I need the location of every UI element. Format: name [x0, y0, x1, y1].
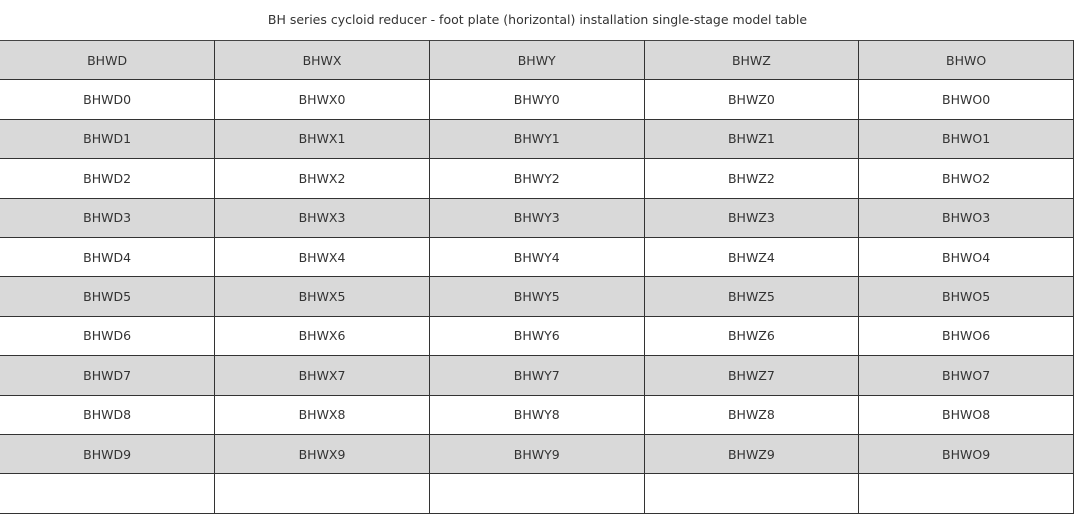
table-cell: BHWX4 — [214, 236, 430, 278]
table-cell: BHWY2 — [428, 158, 645, 199]
table-cell: BHWY1 — [428, 118, 645, 160]
column-header: BHWX — [214, 39, 430, 81]
table-row: BHWD2 BHWX2 BHWY2 BHWZ2 BHWO2 — [0, 158, 1074, 199]
table-row: BHWD8 BHWX8 BHWY8 BHWZ8 BHWO8 — [0, 394, 1074, 435]
table-cell — [214, 473, 430, 514]
table-cell: BHWO0 — [858, 79, 1074, 120]
column-header: BHWY — [428, 39, 645, 81]
table-title: BH series cycloid reducer - foot plate (… — [267, 12, 808, 27]
table-cell: BHWY3 — [428, 197, 645, 238]
table-cell: BHWZ3 — [643, 197, 860, 238]
table-cell: BHWX6 — [214, 315, 430, 357]
table-cell: BHWY4 — [428, 236, 645, 278]
table-cell: BHWD4 — [0, 236, 216, 278]
table-row: BHWD6 BHWX6 BHWY6 BHWZ6 BHWO6 — [0, 315, 1074, 357]
table-cell: BHWX7 — [214, 355, 430, 396]
table-cell: BHWD1 — [0, 118, 216, 160]
table-cell: BHWO1 — [858, 118, 1074, 160]
table-cell: BHWY9 — [428, 433, 645, 475]
table-cell: BHWZ6 — [643, 315, 860, 357]
table-cell: BHWO5 — [858, 276, 1074, 317]
table-cell: BHWX1 — [214, 118, 430, 160]
table-cell: BHWX2 — [214, 158, 430, 199]
table-cell: BHWY7 — [428, 355, 645, 396]
table-cell: BHWZ9 — [643, 433, 860, 475]
model-table-body: BHWD BHWX BHWY BHWZ BHWO BHWD0 BHWX0 BHWY0 BHWZ0… — [0, 39, 1074, 514]
model-table: BHWD BHWX BHWY BHWZ BHWO BHWD0 BHWX0 BHWY0 BHWZ0… — [0, 39, 1074, 514]
table-cell: BHWZ0 — [643, 79, 860, 120]
table-cell: BHWD5 — [0, 276, 216, 317]
table-cell: BHWZ1 — [643, 118, 860, 160]
table-cell: BHWX3 — [214, 197, 430, 238]
table-cell: BHWO3 — [858, 197, 1074, 238]
table-cell: BHWX9 — [214, 433, 430, 475]
table-row: BHWD9 BHWX9 BHWY9 BHWZ9 BHWO9 — [0, 433, 1074, 475]
table-row: BHWD0 BHWX0 BHWY0 BHWZ0 BHWO0 — [0, 79, 1074, 120]
table-cell: BHWY0 — [428, 79, 645, 120]
table-row: BHWD5 BHWX5 BHWY5 BHWZ5 BHWO5 — [0, 276, 1074, 317]
table-cell — [428, 473, 645, 514]
table-cell — [0, 473, 216, 514]
table-row: BHWD4 BHWX4 BHWY4 BHWZ4 BHWO4 — [0, 236, 1074, 278]
column-header: BHWD — [0, 39, 216, 81]
table-cell: BHWX5 — [214, 276, 430, 317]
table-cell: BHWO9 — [858, 433, 1074, 475]
table-cell — [643, 473, 860, 514]
header-row: BHWD BHWX BHWY BHWZ BHWO — [0, 39, 1074, 81]
table-cell: BHWD6 — [0, 315, 216, 357]
table-cell: BHWZ7 — [643, 355, 860, 396]
table-cell: BHWX0 — [214, 79, 430, 120]
table-cell: BHWO4 — [858, 236, 1074, 278]
table-cell: BHWY8 — [428, 394, 645, 435]
table-cell: BHWO8 — [858, 394, 1074, 435]
table-cell: BHWD2 — [0, 158, 216, 199]
table-cell: BHWY5 — [428, 276, 645, 317]
table-cell: BHWD0 — [0, 79, 216, 120]
table-cell: BHWO2 — [858, 158, 1074, 199]
table-cell: BHWO7 — [858, 355, 1074, 396]
table-cell: BHWY6 — [428, 315, 645, 357]
table-cell — [858, 473, 1074, 514]
table-cell: BHWD9 — [0, 433, 216, 475]
table-cell: BHWD8 — [0, 394, 216, 435]
table-row — [0, 473, 1074, 514]
table-cell: BHWZ4 — [643, 236, 860, 278]
table-cell: BHWZ5 — [643, 276, 860, 317]
table-cell: BHWD3 — [0, 197, 216, 238]
table-row: BHWD1 BHWX1 BHWY1 BHWZ1 BHWO1 — [0, 118, 1074, 160]
table-cell: BHWO6 — [858, 315, 1074, 357]
table-row: BHWD7 BHWX7 BHWY7 BHWZ7 BHWO7 — [0, 355, 1074, 396]
table-row: BHWD3 BHWX3 BHWY3 BHWZ3 BHWO3 — [0, 197, 1074, 238]
column-header: BHWO — [858, 39, 1074, 81]
table-cell: BHWZ2 — [643, 158, 860, 199]
table-cell: BHWX8 — [214, 394, 430, 435]
table-cell: BHWZ8 — [643, 394, 860, 435]
column-header: BHWZ — [643, 39, 860, 81]
table-cell: BHWD7 — [0, 355, 216, 396]
